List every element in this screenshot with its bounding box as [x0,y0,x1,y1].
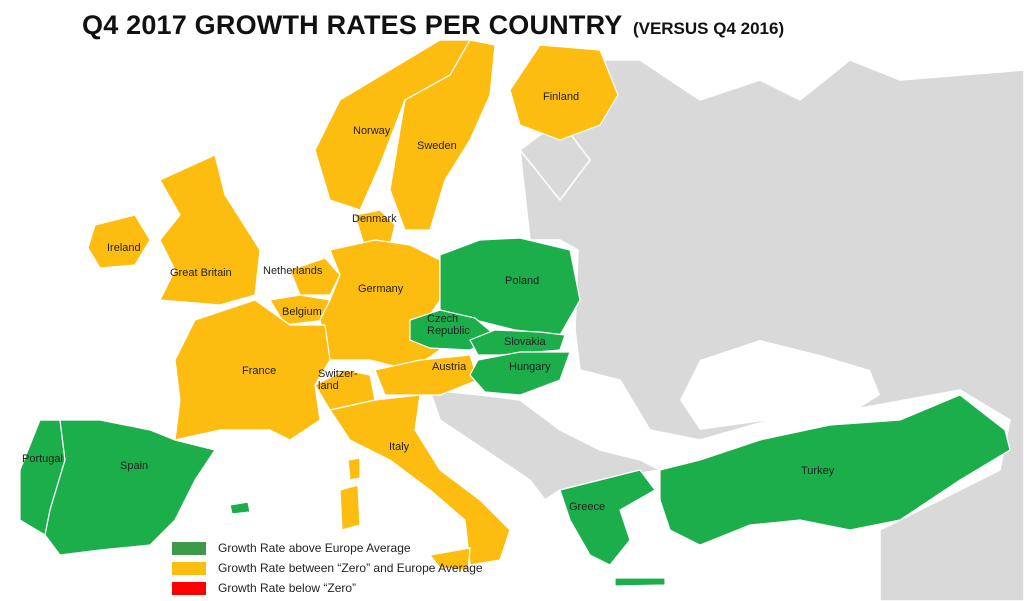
country-netherlands [289,257,341,296]
country-hungary [469,351,571,396]
legend-item-below: Growth Rate below “Zero” [172,578,483,598]
label-greece: Greece [569,501,605,513]
legend-label: Growth Rate between “Zero” and Europe Av… [218,561,483,575]
label-hungary: Hungary [509,361,551,373]
island-crete [614,577,666,587]
label-switzerland: Switzer-land [318,368,358,392]
label-turkey: Turkey [801,465,835,477]
country-gb [159,154,261,306]
label-spain: Spain [120,460,148,472]
other-land [428,59,1024,601]
label-slovakia: Slovakia [504,336,546,348]
title-subtitle: (VERSUS Q4 2016) [632,19,785,38]
country-greece [559,469,656,566]
map-title: Q4 2017 GROWTH RATES PER COUNTRY (VERSUS… [82,10,784,41]
title-main: Q4 2017 GROWTH RATES PER COUNTRY [82,10,623,40]
label-portugal: Portugal [22,453,63,465]
legend-swatch-green [172,541,206,555]
legend-label: Growth Rate above Europe Average [218,541,411,555]
country-italy [329,394,511,566]
label-netherlands: Netherlands [263,265,323,277]
label-czech: Czech Republic [427,313,470,337]
label-germany: Germany [358,283,404,295]
island-baleares [229,501,251,515]
black-sea [680,340,880,430]
yellow-countries [87,39,619,571]
label-denmark: Denmark [352,213,397,225]
island-sardinia [339,484,361,531]
label-gb: Great Britain [170,267,232,279]
label-austria: Austria [432,361,467,373]
legend-item-between: Growth Rate between “Zero” and Europe Av… [172,558,483,578]
country-turkey [659,394,1011,546]
country-labels: Finland Norway Sweden Denmark Ireland Gr… [22,91,835,513]
legend-swatch-red [172,581,206,595]
label-ireland: Ireland [107,242,141,254]
green-countries [19,237,1011,587]
label-norway: Norway [353,125,391,137]
country-ireland [87,214,151,269]
country-germany [319,239,441,371]
label-italy: Italy [389,441,410,453]
legend-item-above: Growth Rate above Europe Average [172,538,483,558]
country-slovakia [469,329,566,356]
label-sweden: Sweden [417,140,457,152]
country-finland [509,44,619,141]
country-spain [40,419,216,556]
label-poland: Poland [505,275,539,287]
label-belgium: Belgium [282,306,322,318]
island-sicily [428,547,471,571]
label-finland: Finland [543,91,579,103]
legend-swatch-yellow [172,561,206,575]
country-switzerland [314,369,376,411]
label-france: France [242,365,276,377]
country-france [174,299,331,441]
island-corsica [347,457,361,481]
country-sweden [389,39,496,231]
legend: Growth Rate above Europe Average Growth … [172,538,483,598]
legend-label: Growth Rate below “Zero” [218,581,357,595]
